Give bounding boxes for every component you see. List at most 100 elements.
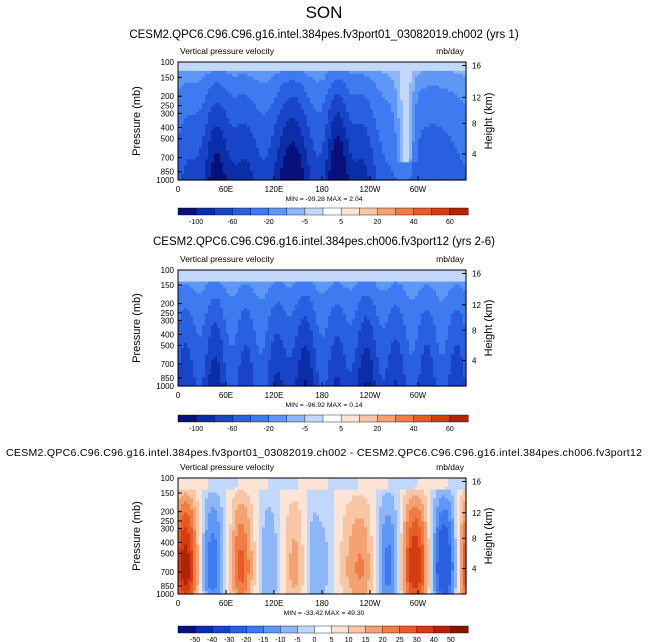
heatmap-cell bbox=[370, 135, 374, 140]
heatmap-cell bbox=[460, 299, 464, 303]
heatmap-cell bbox=[460, 97, 464, 101]
heatmap-cell bbox=[286, 88, 290, 93]
heatmap-cell bbox=[406, 129, 410, 134]
heatmap-cell bbox=[424, 91, 428, 96]
heatmap-cell bbox=[190, 106, 194, 110]
heatmap-cell bbox=[310, 156, 314, 160]
heatmap-cell bbox=[178, 70, 182, 75]
heatmap-cell bbox=[295, 106, 299, 110]
heatmap-cell bbox=[232, 62, 236, 66]
heatmap-cell bbox=[364, 109, 368, 113]
heatmap-cell bbox=[385, 284, 389, 288]
heatmap-cell bbox=[376, 270, 380, 274]
heatmap-cell bbox=[184, 88, 188, 93]
heatmap-cell bbox=[463, 115, 467, 119]
colorbar-swatch bbox=[214, 207, 233, 216]
heatmap-cell bbox=[223, 147, 227, 152]
heatmap-cell bbox=[229, 79, 233, 84]
heatmap-cell bbox=[385, 144, 389, 149]
heatmap-cell bbox=[235, 82, 239, 87]
heatmap-cell bbox=[376, 281, 380, 286]
heatmap-cell bbox=[259, 270, 263, 274]
heatmap-cell bbox=[409, 115, 413, 119]
heatmap-cell bbox=[307, 278, 311, 283]
heatmap-cell bbox=[382, 103, 386, 107]
heatmap-cell bbox=[205, 126, 209, 131]
heatmap-cell bbox=[232, 67, 236, 72]
heatmap-cell bbox=[286, 296, 290, 300]
heatmap-cell bbox=[244, 121, 248, 125]
heatmap-cell bbox=[205, 64, 209, 69]
heatmap-cell bbox=[211, 296, 215, 300]
heatmap-cell bbox=[337, 299, 341, 303]
heatmap-cell bbox=[394, 103, 398, 107]
heatmap-cell bbox=[235, 103, 239, 107]
heatmap-cell bbox=[208, 147, 212, 152]
heatmap-cell bbox=[385, 73, 389, 78]
heatmap-cell bbox=[274, 168, 278, 172]
heatmap-cell bbox=[289, 129, 293, 134]
heatmap-cell bbox=[391, 126, 395, 131]
heatmap-cell bbox=[199, 91, 203, 96]
heatmap-cell bbox=[268, 138, 272, 143]
heatmap-cell bbox=[295, 103, 299, 107]
heatmap-cell bbox=[328, 156, 332, 160]
heatmap-cell bbox=[301, 168, 305, 172]
heatmap-cell bbox=[178, 103, 182, 107]
heatmap-cell bbox=[205, 70, 209, 75]
heatmap-cell bbox=[232, 174, 236, 178]
heatmap-cell bbox=[439, 159, 443, 163]
heatmap-cell bbox=[181, 112, 185, 116]
heatmap-cell bbox=[190, 62, 194, 66]
heatmap-cell bbox=[316, 162, 320, 166]
heatmap-cell bbox=[304, 73, 308, 78]
heatmap-cell bbox=[178, 100, 182, 104]
heatmap-cell bbox=[373, 82, 377, 87]
heatmap-cell bbox=[403, 270, 407, 274]
heatmap-cell bbox=[214, 270, 218, 274]
heatmap-cell bbox=[193, 162, 197, 166]
heatmap-cell bbox=[262, 103, 266, 107]
heatmap-cell bbox=[211, 270, 215, 274]
heatmap-cell bbox=[277, 106, 281, 110]
heatmap-cell bbox=[361, 109, 365, 113]
heatmap-cell bbox=[403, 281, 407, 286]
heatmap-cell bbox=[223, 64, 227, 69]
heatmap-cell bbox=[304, 76, 308, 81]
heatmap-cell bbox=[364, 67, 368, 72]
heatmap-cell bbox=[445, 82, 449, 87]
heatmap-cell bbox=[349, 76, 353, 81]
heatmap-cell bbox=[184, 174, 188, 178]
heatmap-cell bbox=[427, 118, 431, 122]
heatmap-cell bbox=[274, 138, 278, 143]
heatmap-cell bbox=[316, 299, 320, 303]
heatmap-cell bbox=[346, 168, 350, 172]
heatmap-cell bbox=[319, 174, 323, 178]
heatmap-cell bbox=[226, 270, 230, 274]
heatmap-cell bbox=[301, 150, 305, 155]
heatmap-cell bbox=[211, 85, 215, 90]
heatmap-cell bbox=[310, 94, 314, 98]
heatmap-cell bbox=[265, 70, 269, 75]
heatmap-cell bbox=[235, 118, 239, 122]
heatmap-cell bbox=[325, 177, 329, 181]
heatmap-cell bbox=[331, 168, 335, 172]
heatmap-cell bbox=[421, 76, 425, 81]
heatmap-cell bbox=[202, 73, 206, 78]
heatmap-cell bbox=[286, 112, 290, 116]
heatmap-cell bbox=[388, 141, 392, 146]
heatmap-cell bbox=[382, 290, 386, 294]
heatmap-cell bbox=[412, 159, 416, 163]
heatmap-cell bbox=[181, 138, 185, 143]
heatmap-cell bbox=[445, 299, 449, 303]
heatmap-cell bbox=[427, 290, 431, 294]
heatmap-cell bbox=[220, 138, 224, 143]
heatmap-cell bbox=[286, 156, 290, 160]
heatmap-cell bbox=[328, 79, 332, 84]
heatmap-cell bbox=[376, 162, 380, 166]
heatmap-cell bbox=[382, 287, 386, 291]
heatmap-cell bbox=[448, 106, 452, 110]
heatmap-cell bbox=[253, 281, 257, 286]
heatmap-cell bbox=[403, 121, 407, 125]
heatmap-cell bbox=[310, 135, 314, 140]
